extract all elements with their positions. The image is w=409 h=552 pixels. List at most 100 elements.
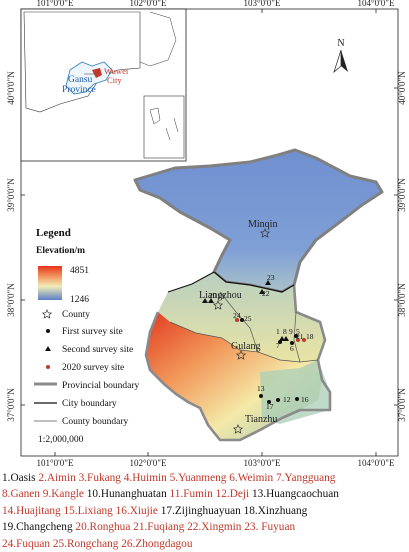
legend-2020-survey-label: 2020 survey site: [62, 363, 124, 373]
lat-label-40: 40°0'0"N: [6, 71, 16, 105]
caption-site-entry: 16.Xiujie: [112, 504, 158, 517]
inset-wuwei-highlight: [92, 68, 102, 78]
caption-site-entry: 11.Fumin: [166, 488, 213, 501]
caption-site-entry: 24.Fuquan: [2, 537, 51, 550]
site-number-1: 1: [276, 327, 280, 336]
legend-elev-min: 1246: [70, 295, 89, 305]
inset-map: Gansu Province Wuwei City: [20, 8, 187, 162]
legend-elevation-ramp: [38, 266, 62, 300]
caption-site-entry: 7.Yangguang: [273, 472, 336, 484]
legend-county-icon: [41, 309, 53, 319]
caption-site-entry: 1.Oasis: [2, 472, 36, 484]
site-number-6: 6: [290, 344, 294, 353]
caption-site-entry: 22.Xingmin: [184, 521, 242, 534]
site-number-5: 5: [296, 327, 300, 336]
legend-second-survey-icon: [45, 346, 51, 351]
site-number-17: 17: [266, 402, 274, 411]
legend-scale: 1:2,000,000: [38, 435, 84, 445]
caption-site-entry: 25.Rongchang: [50, 537, 119, 550]
site-marker-24: [235, 318, 239, 322]
site-marker-5: [294, 334, 298, 338]
caption-row-5: 24.Fuquan 25.Rongchang 26.Zhongdagou: [2, 536, 407, 552]
site-number-8: 8: [283, 327, 287, 336]
lon-label-102-bottom: 102°0'0"E: [130, 458, 167, 468]
inset-china-outline: [23, 11, 141, 113]
inset-south-sea-box: [143, 95, 185, 159]
caption-site-entry: 13.Huangcaochuan: [249, 488, 339, 501]
caption-row-1: 1.Oasis 2.Aimin 3.Fukang 4.Huimin 5.Yuan…: [2, 470, 407, 486]
legend-county-label: County: [62, 310, 90, 320]
caption-site-entry: 18.Xinzhuang: [240, 504, 308, 517]
site-marker-23: [302, 338, 306, 342]
site-number-18: 19: [217, 292, 225, 301]
provincial-boundary-south: [144, 284, 332, 442]
caption-site-entry: 26.Zhongdagou: [118, 537, 193, 550]
lat-label-37: 37°0'0"N: [6, 388, 16, 422]
site-marker-7: [278, 340, 282, 344]
legend-elev-max: 4851: [70, 266, 89, 276]
site-number-9: 9: [289, 327, 293, 336]
lon-label-104-bottom: 104°0'0"E: [358, 458, 395, 468]
lat-label-39: 39°0'0"N: [6, 178, 16, 212]
site-number-23: 18: [306, 332, 314, 341]
map-canvas: 101°0'0"E 102°0'0"E 103°0'0"E 104°0'0"E …: [6, 0, 407, 468]
site-list-caption: 1.Oasis 2.Aimin 3.Fukang 4.Huimin 5.Yuan…: [2, 470, 407, 552]
survey-sites: [202, 280, 306, 404]
site-number-13: 13: [257, 384, 265, 393]
caption-row-2: 8.Ganen 9.Kangle 10.Hunanghuatan 11.Fumi…: [2, 486, 407, 502]
legend-first-survey-icon: [46, 329, 50, 333]
inset-city-label: Wuwei: [104, 66, 129, 76]
north-label: N: [337, 38, 344, 49]
caption-site-entry: 5.Yuanmeng: [166, 472, 227, 484]
site-number-12: 12: [283, 395, 291, 404]
site-marker-17: [267, 400, 271, 404]
site-number-24: 24: [233, 311, 241, 320]
lon-label-104: 104°0'0"E: [358, 0, 395, 8]
legend-city-label: City boundary: [62, 399, 117, 409]
caption-site-entry: 12.Deji: [212, 488, 250, 501]
site-number-25: 25: [244, 314, 252, 323]
caption-site-entry: 19.Changcheng: [2, 521, 73, 534]
site-marker-6: [290, 341, 294, 345]
legend-county-boundary-label: County boundary: [62, 417, 128, 427]
site-marker-8: [283, 336, 289, 341]
minqin-county: [133, 148, 384, 294]
site-marker-25: [240, 318, 244, 322]
lon-label-101: 101°0'0"E: [37, 0, 74, 8]
caption-row-3: 14.Huajitang 15.Lixiang 16.Xiujie 17.Zij…: [2, 503, 407, 519]
county-star-icons: [212, 228, 271, 434]
caption-site-entry: 8.Ganen: [2, 488, 40, 501]
lon-label-103: 103°0'0"E: [244, 0, 281, 8]
caption-site-entry: 17.Zijinghuayuan: [157, 504, 241, 517]
legend-provincial-label: Provincial boundary: [62, 381, 140, 391]
legend-second-survey-label: Second survey site: [62, 345, 133, 355]
caption-site-entry: 20.Ronghua: [72, 521, 131, 534]
caption-site-entry: 3.Fukang: [75, 472, 121, 484]
label-minqin: Minqin: [248, 219, 277, 230]
lat-label-37-right: 37°0'0"N: [397, 388, 407, 422]
site-number-7: 7: [276, 341, 280, 350]
caption-site-entry: 6.Weimin: [226, 472, 274, 484]
caption-site-entry: 2.Aimin: [35, 472, 76, 484]
site-marker-21: [265, 280, 271, 285]
site-number-19: 20: [209, 291, 217, 300]
caption-site-entry: 21.Fuqiang: [130, 521, 185, 534]
site-marker-22: [296, 338, 300, 342]
inset-province-label-2: Province: [62, 85, 96, 95]
legend-title: Legend: [36, 227, 71, 239]
inset-province-label: Gansu: [68, 75, 93, 85]
lon-label-102: 102°0'0"E: [130, 0, 167, 8]
caption-site-entry: 23. Fuyuan: [241, 521, 296, 534]
inset-city-label-2: City: [107, 75, 122, 85]
site-marker-20: [259, 289, 265, 294]
caption-site-entry: 10.Hunanghuatan: [83, 488, 167, 501]
map-figure: 101°0'0"E 102°0'0"E 103°0'0"E 104°0'0"E …: [6, 0, 407, 468]
site-marker-12: [276, 398, 280, 402]
legend-2020-survey-icon: [46, 365, 50, 369]
caption-site-entry: 9.Kangle: [39, 488, 84, 501]
lon-label-103-bottom: 103°0'0"E: [244, 458, 281, 468]
label-tianzhu: Tianzhu: [245, 414, 277, 425]
lat-label-38-right: 38°0'0"N: [397, 283, 407, 317]
legend: Legend Elevation/m 4851 1246 County Firs…: [34, 227, 140, 445]
lat-label-40-right: 40°0'0"N: [397, 71, 407, 105]
